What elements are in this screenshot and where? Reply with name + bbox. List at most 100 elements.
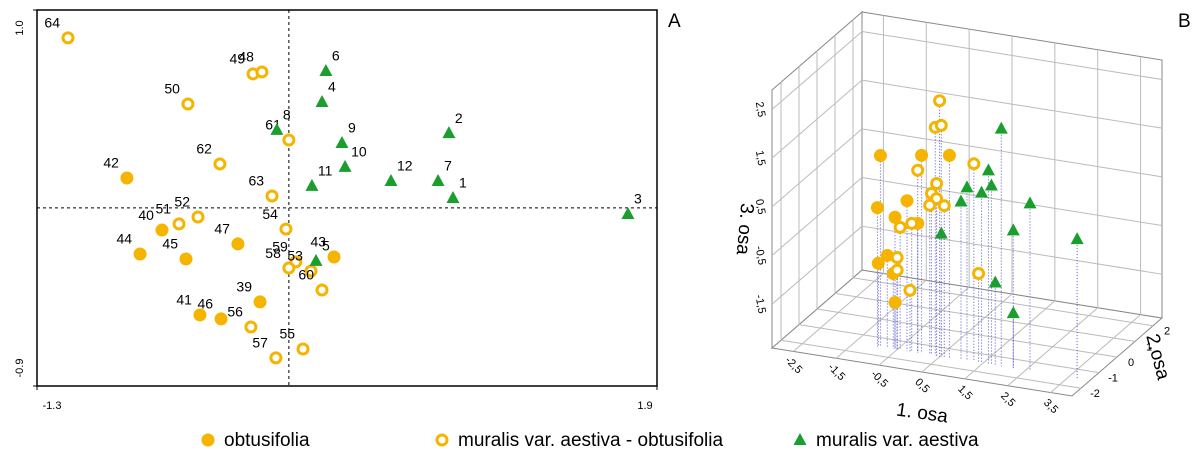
point-label: 63 (248, 173, 264, 189)
point (279, 222, 293, 236)
point (446, 191, 460, 203)
point (304, 264, 318, 278)
point-label: 47 (214, 221, 230, 237)
point-label: 41 (176, 292, 192, 308)
point (282, 133, 296, 147)
y-tick-label: 0 (1128, 357, 1134, 369)
x-tick-label: -1.3 (43, 400, 62, 412)
point (120, 171, 134, 185)
point-label: 50 (164, 81, 180, 97)
point (933, 94, 947, 108)
point (338, 159, 352, 172)
point (191, 210, 205, 224)
grid-line (771, 31, 863, 110)
point-label: 12 (397, 158, 413, 174)
point-label: 43 (310, 234, 326, 250)
point (1006, 223, 1020, 236)
point (905, 216, 919, 230)
point-label: 3 (634, 191, 642, 207)
point (269, 351, 283, 365)
point-label: 46 (197, 296, 213, 312)
legend-marker (201, 433, 215, 447)
legend-label: obtusifolia (224, 430, 310, 451)
z-tick-label: -0,5 (753, 245, 768, 266)
point (193, 308, 207, 322)
point-label: 53 (287, 248, 303, 264)
point (309, 253, 323, 266)
y-tick-label: 2 (1164, 326, 1170, 338)
point (1006, 306, 1020, 319)
point (930, 177, 944, 191)
point-label: 52 (174, 194, 190, 210)
grid-line (798, 324, 1100, 374)
point (984, 178, 998, 191)
point-label: 62 (196, 141, 212, 157)
grid-line (816, 308, 1118, 358)
point (975, 185, 989, 198)
point (179, 252, 193, 266)
point (181, 97, 195, 111)
z-tick-label: -1,5 (753, 294, 768, 315)
grid-line (771, 177, 863, 256)
y-tick-label: 1.0 (14, 20, 26, 35)
y-tick-label: -2 (1090, 388, 1100, 400)
point-label: 7 (444, 158, 452, 174)
point-label: 48 (238, 49, 254, 65)
point (282, 261, 296, 275)
legend-marker (435, 433, 449, 447)
point-label: 5 (322, 238, 330, 254)
point (890, 263, 904, 277)
point (315, 283, 329, 297)
grid-line (771, 79, 863, 159)
panel-label: B (1178, 11, 1191, 32)
point (903, 283, 917, 297)
point (960, 180, 974, 193)
point (911, 163, 925, 177)
point-label: 51 (155, 201, 171, 217)
point-label: 42 (103, 155, 119, 171)
point (305, 178, 319, 191)
point (923, 198, 937, 212)
point-label: 10 (351, 144, 367, 160)
point (972, 266, 986, 280)
point (61, 31, 75, 45)
grid-line (861, 225, 1163, 275)
point-label: 55 (279, 326, 295, 342)
point-label: 49 (229, 51, 245, 67)
point (327, 250, 341, 264)
point (954, 194, 968, 207)
point (890, 251, 904, 265)
plot-frame (36, 9, 658, 387)
point-label: 11 (318, 163, 333, 179)
point (888, 295, 902, 309)
point (981, 163, 995, 176)
y-tick-label: 1 (1146, 341, 1152, 353)
point-label: 39 (236, 279, 252, 295)
z-tick-label: 0,5 (753, 198, 767, 215)
point (934, 118, 948, 132)
point (994, 121, 1008, 134)
point (133, 247, 147, 261)
point (384, 173, 398, 186)
point-label: 44 (116, 231, 132, 247)
point-label: 54 (262, 206, 278, 222)
panel-label: A (668, 11, 681, 32)
point-label: 64 (44, 15, 60, 31)
point-label: 40 (138, 207, 154, 223)
point-label: 8 (283, 107, 291, 123)
point (900, 194, 914, 208)
point (888, 210, 902, 224)
point (155, 223, 169, 237)
grid-line (780, 339, 1082, 389)
x-tick-label: 1.9 (637, 400, 652, 412)
grid-line (861, 30, 1163, 80)
point (967, 157, 981, 171)
y-tick-label: -0.9 (14, 359, 26, 378)
point-label: 56 (227, 304, 243, 320)
point (871, 256, 885, 270)
point-label: 60 (298, 267, 314, 283)
point-label: 9 (348, 120, 356, 136)
point-label: 59 (272, 239, 288, 255)
grid-line (834, 292, 1136, 342)
